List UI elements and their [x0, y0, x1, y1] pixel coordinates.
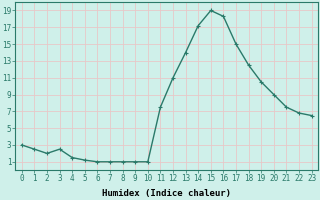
X-axis label: Humidex (Indice chaleur): Humidex (Indice chaleur) [102, 189, 231, 198]
